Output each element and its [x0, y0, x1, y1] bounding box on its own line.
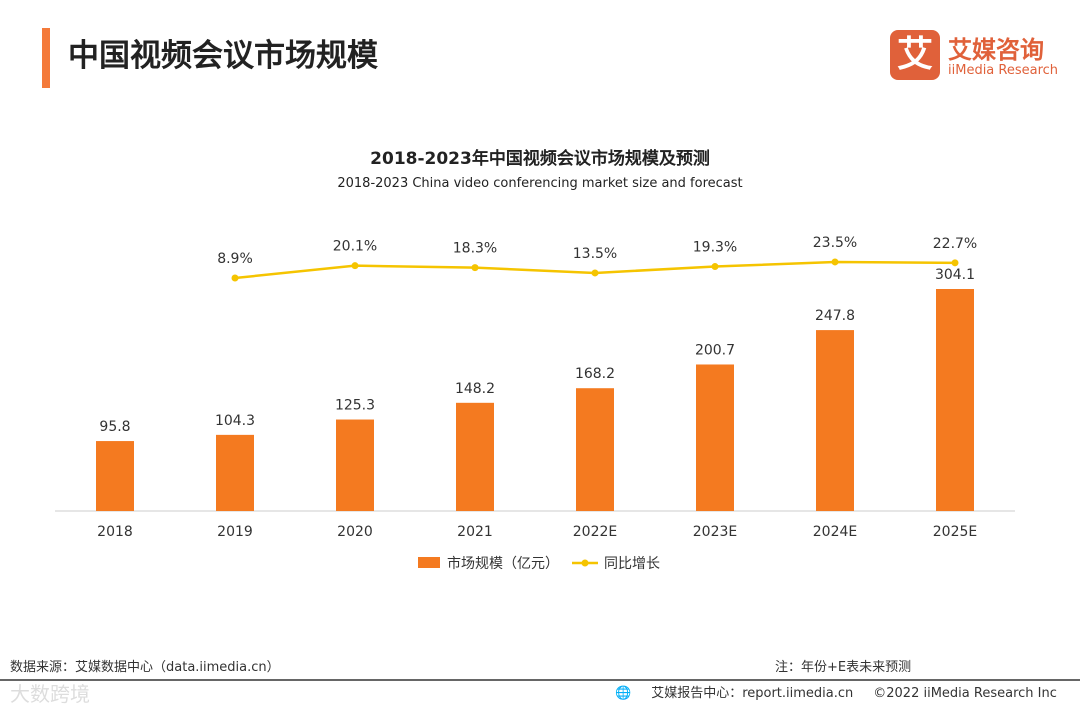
x-tick-label: 2020 [337, 524, 373, 540]
page-title: 中国视频会议市场规模 [68, 38, 378, 74]
growth-label: 20.1% [333, 239, 377, 255]
chart-subtitle: 2018-2023 China video conferencing marke… [337, 176, 743, 191]
forecast-note: 注：年份+E表未来预测 [775, 660, 912, 675]
bar [216, 434, 254, 511]
watermark: 大数跨境 [10, 682, 90, 706]
x-tick-label: 2023E [693, 524, 737, 540]
growth-label: 18.3% [453, 241, 497, 257]
globe-icon: 🌐 [615, 686, 632, 701]
logo-en: iiMedia Research [948, 63, 1059, 78]
legend-line-label: 同比增长 [604, 556, 660, 572]
report-link[interactable]: 艾媒报告中心：report.iimedia.cn [651, 686, 854, 701]
bar [96, 441, 134, 511]
bar-value-label: 200.7 [695, 342, 735, 358]
footer-bar: 🌐 艾媒报告中心：report.iimedia.cn ©2022 iiMedia R… [615, 682, 1077, 701]
x-tick-label: 2021 [457, 524, 493, 540]
logo-cn: 艾媒咨询 [948, 36, 1044, 64]
iimedia-logo: 艾 艾媒咨询 iiMedia Research [890, 30, 1070, 82]
bar [816, 330, 854, 511]
footer-divider [0, 679, 1080, 681]
x-tick-label: 2022E [573, 524, 617, 540]
bar-value-label: 148.2 [455, 381, 495, 397]
x-tick-label: 2019 [217, 524, 253, 540]
growth-label: 22.7% [933, 236, 977, 252]
growth-point [591, 269, 599, 277]
bar-value-label: 168.2 [575, 366, 615, 382]
growth-label: 19.3% [693, 240, 737, 256]
growth-point [471, 264, 479, 272]
bar-value-label: 95.8 [99, 419, 130, 435]
legend-line-marker [581, 559, 589, 567]
bar-value-label: 125.3 [335, 398, 375, 414]
copyright: ©2022 iiMedia Research Inc [873, 686, 1057, 701]
growth-point [831, 258, 839, 266]
bar-value-label: 304.1 [935, 267, 975, 283]
growth-point [711, 263, 719, 271]
legend-bar-swatch [418, 557, 440, 568]
x-tick-label: 2025E [933, 524, 977, 540]
bar-value-label: 247.8 [815, 308, 855, 324]
title-accent-bar [42, 28, 50, 88]
data-source: 数据来源：艾媒数据中心（data.iimedia.cn） [10, 660, 280, 675]
bar [696, 364, 734, 511]
growth-point [231, 274, 239, 282]
chart-title: 2018-2023年中国视频会议市场规模及预测 [370, 149, 710, 169]
bar [936, 289, 974, 511]
x-tick-label: 2024E [813, 524, 857, 540]
growth-label: 23.5% [813, 235, 857, 251]
x-tick-label: 2018 [97, 524, 133, 540]
bar-value-label: 104.3 [215, 413, 255, 429]
bar [336, 419, 374, 511]
bar [456, 402, 494, 511]
logo-mark: 艾 [890, 30, 940, 80]
legend-bar-label: 市场规模（亿元） [447, 555, 559, 572]
growth-label: 13.5% [573, 246, 617, 262]
bar [576, 388, 614, 511]
growth-label: 8.9% [217, 251, 253, 267]
growth-point [951, 259, 959, 267]
growth-point [351, 262, 359, 270]
